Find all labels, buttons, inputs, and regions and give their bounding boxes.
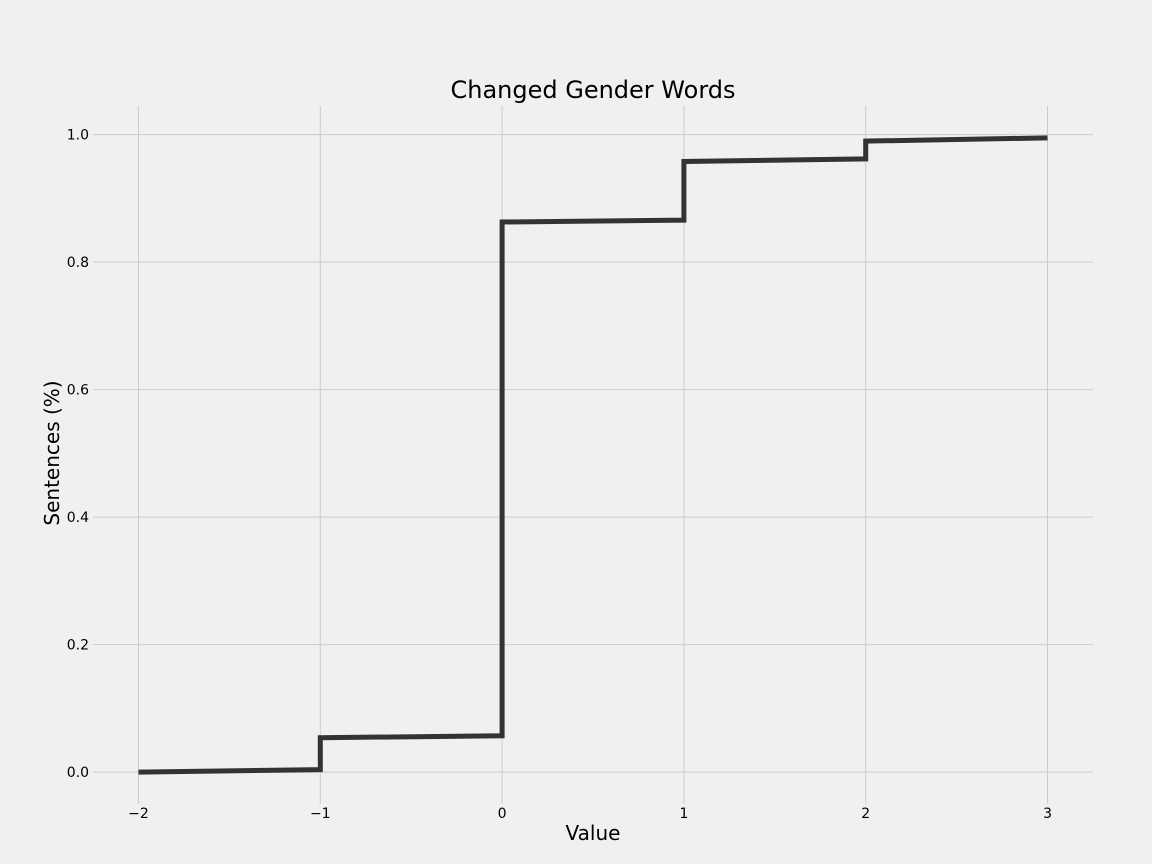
y-tick-label: 0.6 bbox=[67, 383, 89, 399]
x-tick-label: −1 bbox=[310, 806, 331, 822]
x-tick-labels: −2 −1 0 1 2 3 bbox=[128, 806, 1052, 822]
x-tick-label: 1 bbox=[679, 806, 688, 822]
x-tick-label: −2 bbox=[128, 806, 149, 822]
y-tick-label: 0.8 bbox=[67, 255, 89, 271]
x-tick-label: 0 bbox=[498, 806, 507, 822]
x-axis-label: Value bbox=[566, 821, 621, 845]
y-tick-label: 0.2 bbox=[67, 638, 89, 654]
y-tick-labels: 0.0 0.2 0.4 0.6 0.8 1.0 bbox=[67, 128, 89, 781]
series-line bbox=[138, 135, 1048, 775]
x-tick-label: 2 bbox=[861, 806, 870, 822]
series-group bbox=[138, 135, 1048, 775]
y-axis-label: Sentences (%) bbox=[40, 380, 64, 525]
y-tick-label: 1.0 bbox=[67, 128, 89, 144]
x-tick-label: 3 bbox=[1043, 806, 1052, 822]
grid-lines bbox=[93, 106, 1093, 804]
y-tick-label: 0.0 bbox=[67, 765, 89, 781]
y-tick-label: 0.4 bbox=[67, 510, 89, 526]
chart-title: Changed Gender Words bbox=[450, 76, 735, 104]
